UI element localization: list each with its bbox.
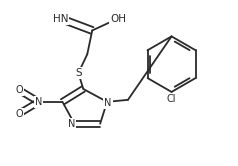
Text: OH: OH [110, 14, 126, 24]
Text: N: N [35, 97, 42, 107]
Text: HN: HN [53, 14, 68, 24]
Text: N: N [104, 98, 112, 108]
Text: Cl: Cl [167, 94, 176, 104]
Text: O: O [15, 109, 23, 119]
Text: N: N [68, 119, 75, 129]
Text: O: O [15, 85, 23, 95]
Text: S: S [75, 68, 82, 78]
